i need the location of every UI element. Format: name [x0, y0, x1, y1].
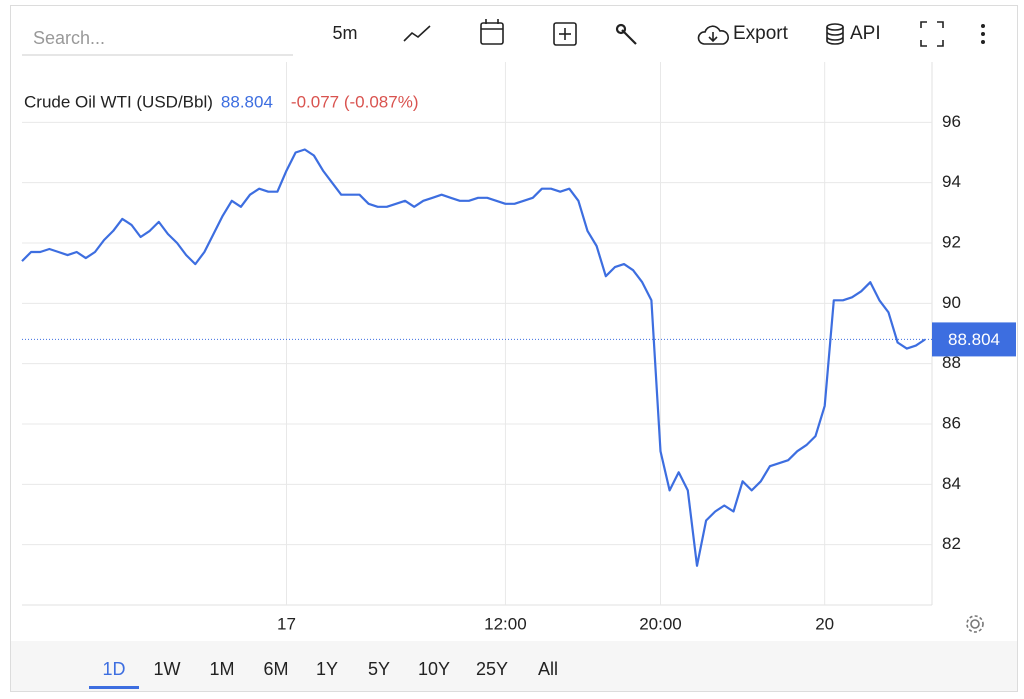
- x-tick-label: 12:00: [484, 614, 527, 633]
- settings-tool-button[interactable]: [615, 23, 637, 45]
- range-button[interactable]: 1W: [154, 659, 181, 679]
- plot: [21, 62, 932, 605]
- x-tick-label: 20:00: [639, 614, 682, 633]
- y-tick-label: 82: [942, 534, 961, 553]
- y-tick-label: 94: [942, 172, 961, 191]
- range-button[interactable]: 25Y: [476, 659, 508, 679]
- calendar-button[interactable]: [480, 19, 504, 45]
- search-input[interactable]: Search...: [33, 28, 105, 48]
- last-price-box: [932, 322, 1016, 357]
- range-button[interactable]: 6M: [263, 659, 288, 679]
- header-change: -0.077 (-0.087%): [291, 92, 419, 111]
- export-button[interactable]: Export: [697, 23, 789, 45]
- chart-settings-button[interactable]: [966, 615, 984, 633]
- y-tick-label: 86: [942, 413, 961, 432]
- range-button[interactable]: 1M: [209, 659, 234, 679]
- add-indicator-button[interactable]: [553, 22, 577, 46]
- y-tick-label: 96: [942, 112, 961, 131]
- x-tick-label: 17: [277, 614, 296, 633]
- y-tick-label: 84: [942, 474, 961, 493]
- interval-button[interactable]: 5m: [332, 23, 357, 43]
- more-button[interactable]: [981, 24, 985, 44]
- range-button[interactable]: 10Y: [418, 659, 450, 679]
- y-tick-label: 88: [942, 353, 961, 372]
- price-line: [21, 148, 926, 567]
- range-button[interactable]: 1D: [102, 659, 125, 679]
- api-button[interactable]: API: [826, 23, 881, 45]
- line-type-button[interactable]: [403, 25, 431, 42]
- range-button[interactable]: 1Y: [316, 659, 338, 679]
- range-button[interactable]: All: [538, 659, 558, 679]
- api-label[interactable]: API: [850, 23, 881, 44]
- y-tick-label: 90: [942, 293, 961, 312]
- x-tick-label: 20: [815, 614, 834, 633]
- header-price: 88.804: [221, 92, 273, 111]
- last-price-label: 88.804: [948, 330, 1000, 349]
- frame: [10, 5, 1018, 692]
- range-bar: [11, 641, 1017, 691]
- range-button[interactable]: 5Y: [368, 659, 390, 679]
- chart-title: Crude Oil WTI (USD/Bbl): [24, 92, 213, 111]
- fullscreen-button[interactable]: [920, 21, 944, 47]
- y-tick-label: 92: [942, 232, 961, 251]
- export-label[interactable]: Export: [733, 23, 789, 44]
- active-range-underline: [89, 686, 139, 689]
